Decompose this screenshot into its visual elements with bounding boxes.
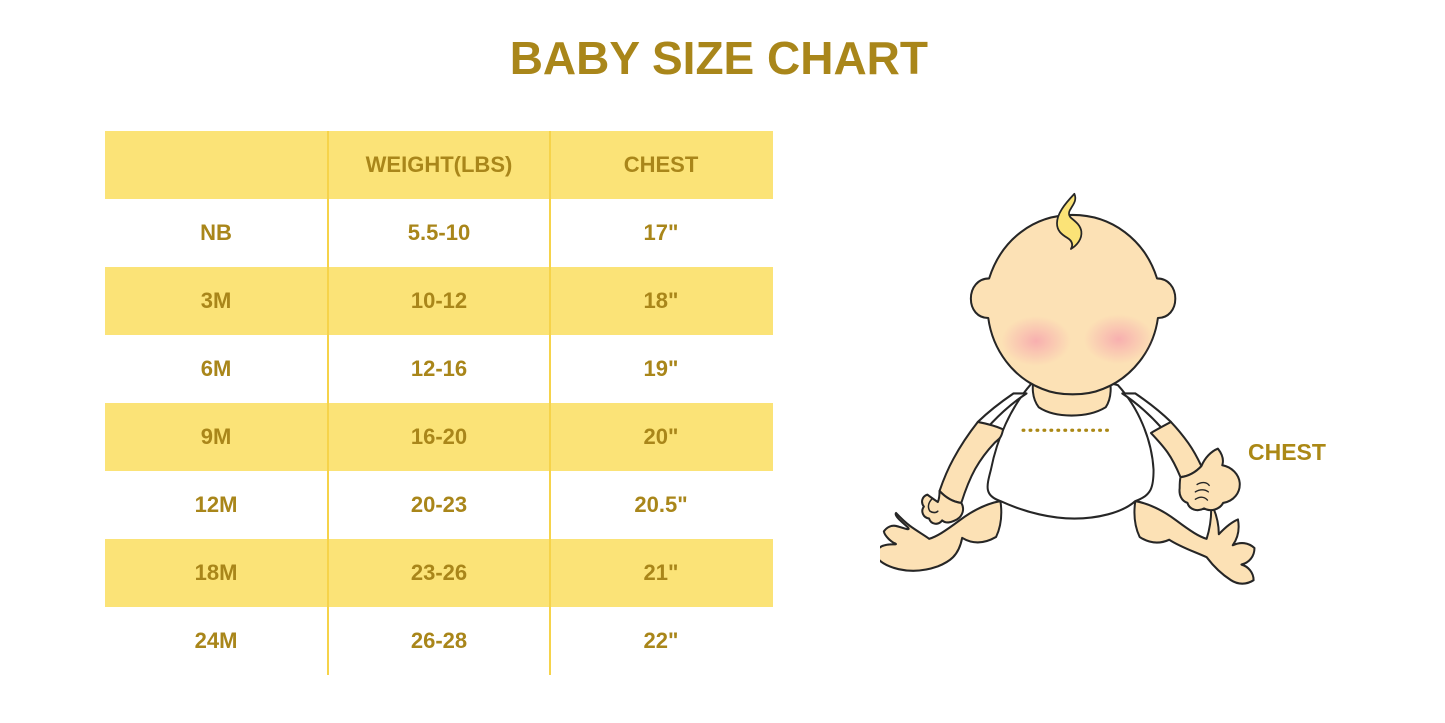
svg-text:CHEST: CHEST [1248,439,1326,465]
